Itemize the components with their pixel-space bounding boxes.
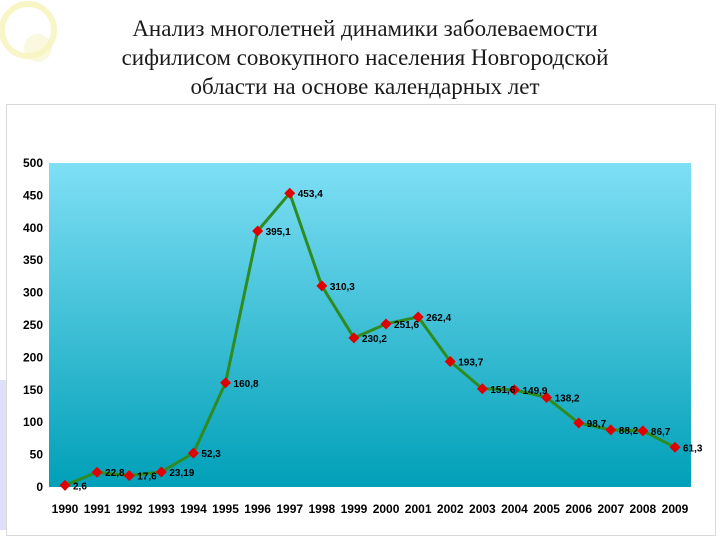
x-tick-label: 2000 xyxy=(373,502,400,516)
y-tick-label: 350 xyxy=(23,253,43,267)
data-label: 86,7 xyxy=(651,427,671,438)
chart-panel: 0 50 100 150 200 250 300 350 400 450 500 1990 1991 1… xyxy=(6,104,716,536)
x-tick-label: 2002 xyxy=(437,502,464,516)
data-label: 138,2 xyxy=(555,393,580,404)
x-tick-label: 1990 xyxy=(52,502,79,516)
data-point-marker xyxy=(220,377,232,389)
data-label: 151,6 xyxy=(490,385,515,396)
data-point-marker xyxy=(284,187,296,199)
series-line xyxy=(64,190,676,487)
y-tick-label: 0 xyxy=(36,480,43,494)
data-point-marker xyxy=(348,332,360,344)
x-tick-label: 2001 xyxy=(405,502,432,516)
data-point-marker xyxy=(412,311,424,323)
title-line-3: области на основе календарных лет xyxy=(190,74,540,99)
title-line-1: Анализ многолетней динамики заболеваемос… xyxy=(132,16,598,41)
x-tick-label: 2006 xyxy=(565,502,592,516)
data-point-marker xyxy=(605,424,617,436)
title-line-2: сифилисом совокупного населения Новгород… xyxy=(121,45,609,70)
data-point-marker xyxy=(669,441,681,453)
data-label: 98,7 xyxy=(587,419,607,430)
line-chart: 0 50 100 150 200 250 300 350 400 450 500 1990 1991 1… xyxy=(23,156,703,516)
x-tick-label: 2003 xyxy=(469,502,496,516)
y-tick-label: 300 xyxy=(23,286,43,300)
y-tick-label: 250 xyxy=(23,318,43,332)
data-point-marker xyxy=(637,425,649,437)
y-tick-label: 500 xyxy=(23,156,43,170)
data-label: 149,9 xyxy=(522,386,547,397)
x-tick-label: 2005 xyxy=(533,502,560,516)
data-point-marker xyxy=(155,466,167,478)
x-tick-label: 1994 xyxy=(180,502,207,516)
data-point-marker xyxy=(380,318,392,330)
data-label: 22,8 xyxy=(105,468,125,479)
y-tick-label: 400 xyxy=(23,221,43,235)
data-label: 61,3 xyxy=(683,443,703,454)
data-label: 230,2 xyxy=(362,334,387,345)
data-point-marker xyxy=(123,470,135,482)
x-tick-label: 1992 xyxy=(116,502,143,516)
data-label: 310,3 xyxy=(330,282,355,293)
data-point-marker xyxy=(252,225,264,237)
x-tick-label: 2009 xyxy=(662,502,689,516)
data-point-marker xyxy=(573,417,585,429)
data-point-marker xyxy=(59,479,71,491)
data-label: 23,19 xyxy=(169,468,194,479)
data-label: 17,6 xyxy=(137,472,157,483)
data-point-marker xyxy=(541,391,553,403)
data-point-marker xyxy=(444,355,456,367)
y-tick-label: 100 xyxy=(23,415,43,429)
x-tick-label: 2008 xyxy=(630,502,657,516)
data-label: 52,3 xyxy=(201,449,221,460)
x-tick-label: 1999 xyxy=(341,502,368,516)
data-label: 160,8 xyxy=(234,379,259,390)
plot-area xyxy=(49,163,691,487)
y-tick-label: 200 xyxy=(23,350,43,364)
y-tick-label: 450 xyxy=(23,188,43,202)
data-label: 193,7 xyxy=(458,357,483,368)
x-tick-label: 2004 xyxy=(501,502,528,516)
x-tick-label: 1996 xyxy=(244,502,271,516)
slide-title: Анализ многолетней динамики заболеваемос… xyxy=(40,14,690,101)
data-label: 2,6 xyxy=(73,481,87,492)
x-tick-label: 1995 xyxy=(212,502,239,516)
x-tick-label: 1998 xyxy=(308,502,335,516)
x-tick-label: 1991 xyxy=(84,502,111,516)
data-label: 395,1 xyxy=(266,227,291,238)
y-tick-label: 150 xyxy=(23,383,43,397)
x-tick-label: 1997 xyxy=(276,502,303,516)
data-point-marker xyxy=(91,466,103,478)
x-tick-label: 1993 xyxy=(148,502,175,516)
data-point-marker xyxy=(187,447,199,459)
data-point-marker xyxy=(316,280,328,292)
data-label: 262,4 xyxy=(426,313,451,324)
data-label: 453,4 xyxy=(298,189,323,200)
x-tick-label: 2007 xyxy=(597,502,624,516)
data-label: 251,6 xyxy=(394,320,419,331)
data-label: 88,2 xyxy=(619,426,639,437)
data-point-marker xyxy=(476,383,488,395)
y-tick-label: 50 xyxy=(30,448,44,462)
data-point-marker xyxy=(508,384,520,396)
